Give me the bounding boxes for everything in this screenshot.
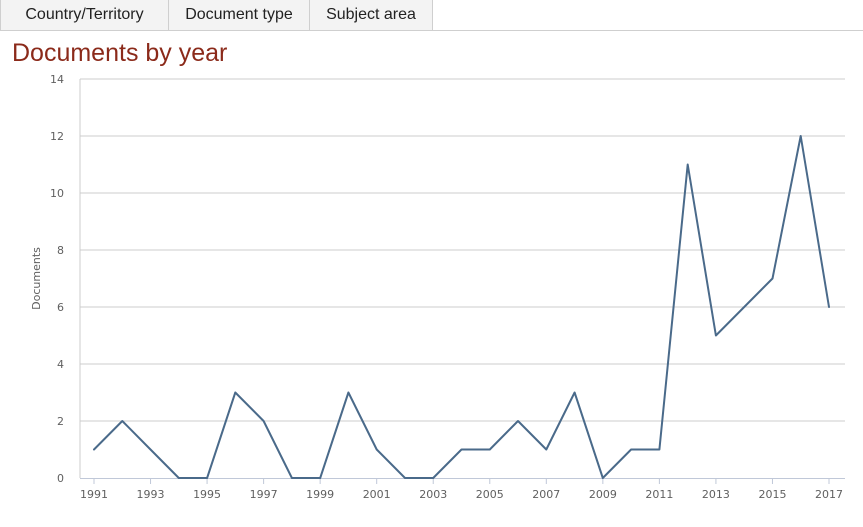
x-tick-label: 1993 [137, 488, 165, 501]
data-point[interactable] [374, 447, 380, 453]
x-tick-label: 2017 [815, 488, 843, 501]
y-tick-label: 12 [50, 130, 64, 143]
data-point[interactable] [685, 162, 691, 168]
data-point[interactable] [487, 447, 493, 453]
data-point[interactable] [515, 418, 521, 424]
data-point[interactable] [402, 475, 408, 481]
x-tick-label: 2013 [702, 488, 730, 501]
tab-bar: Country/Territory Document type Subject … [0, 0, 863, 31]
grid-lines [79, 78, 845, 478]
x-tick-label: 2011 [645, 488, 673, 501]
y-tick-label: 10 [50, 187, 64, 200]
y-tick-label: 0 [57, 472, 64, 485]
data-point[interactable] [317, 475, 323, 481]
data-point[interactable] [600, 475, 606, 481]
data-point[interactable] [289, 475, 295, 481]
data-point[interactable] [204, 475, 210, 481]
x-tick-label: 2007 [532, 488, 560, 501]
data-point[interactable] [741, 304, 747, 310]
y-tick-label: 2 [57, 415, 64, 428]
data-point[interactable] [345, 390, 351, 396]
series-line [93, 135, 830, 479]
data-point[interactable] [261, 418, 267, 424]
x-tick-label: 2001 [363, 488, 391, 501]
x-axis-ticks: 1991 1993 1995 1997 1999 2001 2003 2005 2007 2009… [80, 478, 843, 501]
x-tick-label: 2003 [419, 488, 447, 501]
tab-document-type[interactable]: Document type [169, 0, 310, 31]
x-tick-label: 2005 [476, 488, 504, 501]
y-axis-ticks: 0 2 4 6 8 10 12 14 [50, 73, 64, 485]
data-point[interactable] [572, 390, 578, 396]
data-point[interactable] [826, 304, 832, 310]
x-tick-label: 2015 [758, 488, 786, 501]
x-tick-label: 1995 [193, 488, 221, 501]
x-tick-label: 2009 [589, 488, 617, 501]
data-point[interactable] [628, 447, 634, 453]
data-point[interactable] [176, 475, 182, 481]
data-point[interactable] [232, 390, 238, 396]
x-tick-label: 1997 [250, 488, 278, 501]
y-axis-label: Documents [30, 247, 43, 310]
data-point[interactable] [769, 276, 775, 282]
x-tick-label: 1991 [80, 488, 108, 501]
y-tick-label: 4 [57, 358, 64, 371]
tab-country-territory[interactable]: Country/Territory [0, 0, 169, 31]
y-tick-label: 8 [57, 244, 64, 257]
data-point[interactable] [798, 133, 804, 139]
data-point[interactable] [430, 475, 436, 481]
data-point[interactable] [713, 333, 719, 339]
data-point[interactable] [91, 447, 97, 453]
data-point[interactable] [543, 447, 549, 453]
data-point[interactable] [148, 447, 154, 453]
tab-subject-area[interactable]: Subject area [310, 0, 433, 31]
data-point[interactable] [119, 418, 125, 424]
x-tick-label: 1999 [306, 488, 334, 501]
data-point[interactable] [656, 447, 662, 453]
chart-title: Documents by year [12, 39, 228, 67]
series-layer [91, 133, 832, 481]
data-point[interactable] [459, 447, 465, 453]
y-tick-label: 14 [50, 73, 64, 86]
y-tick-label: 6 [57, 301, 64, 314]
